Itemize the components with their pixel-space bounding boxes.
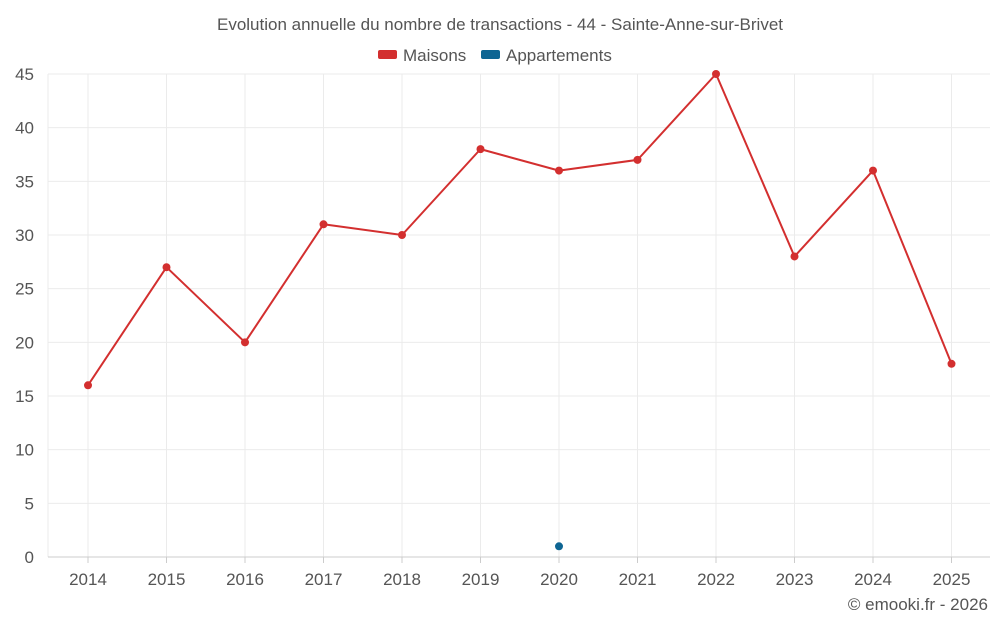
legend-label-appartements: Appartements bbox=[506, 46, 612, 65]
y-tick-label: 5 bbox=[25, 494, 34, 513]
legend-label-maisons: Maisons bbox=[403, 46, 466, 65]
y-tick-label: 40 bbox=[15, 119, 34, 138]
legend-item-maisons[interactable]: Maisons bbox=[378, 46, 466, 65]
x-tick-label: 2016 bbox=[226, 570, 264, 589]
y-tick-label: 25 bbox=[15, 280, 34, 299]
data-point-maisons-2015[interactable] bbox=[162, 263, 171, 272]
series-maisons bbox=[84, 70, 956, 390]
legend-item-appartements[interactable]: Appartements bbox=[481, 46, 612, 65]
series bbox=[84, 70, 956, 551]
x-tick-label: 2018 bbox=[383, 570, 421, 589]
y-tick-label: 10 bbox=[15, 441, 34, 460]
data-point-maisons-2016[interactable] bbox=[241, 338, 249, 347]
data-point-maisons-2025[interactable] bbox=[947, 359, 956, 368]
chart-title: Evolution annuelle du nombre de transact… bbox=[217, 15, 783, 34]
x-tick-label: 2022 bbox=[697, 570, 735, 589]
y-tick-label: 20 bbox=[15, 333, 34, 352]
series-line-maisons bbox=[87, 73, 953, 386]
y-tick-label: 45 bbox=[15, 65, 34, 84]
legend-swatch-maisons bbox=[378, 50, 397, 59]
y-tick-label: 35 bbox=[15, 172, 34, 191]
x-tick-label: 2020 bbox=[540, 570, 578, 589]
data-point-maisons-2022[interactable] bbox=[712, 70, 720, 78]
x-tick-label: 2019 bbox=[462, 570, 500, 589]
grid bbox=[48, 73, 990, 557]
data-point-maisons-2021[interactable] bbox=[633, 155, 642, 164]
x-tick-label: 2017 bbox=[305, 570, 343, 589]
x-tick-label: 2023 bbox=[776, 570, 814, 589]
x-tick-label: 2015 bbox=[148, 570, 186, 589]
y-tick-label: 15 bbox=[15, 387, 34, 406]
data-point-maisons-2018[interactable] bbox=[398, 231, 406, 239]
credit-text: © emooki.fr - 2026 bbox=[848, 595, 988, 614]
y-tick-label: 30 bbox=[15, 226, 34, 245]
data-point-maisons-2019[interactable] bbox=[476, 145, 485, 154]
x-tick-label: 2025 bbox=[933, 570, 971, 589]
data-point-maisons-2020[interactable] bbox=[555, 166, 563, 175]
data-point-appartements-2020[interactable] bbox=[555, 542, 563, 551]
legend: Maisons Appartements bbox=[378, 46, 612, 65]
x-tick-label: 2021 bbox=[619, 570, 657, 589]
x-tick-label: 2014 bbox=[69, 570, 107, 589]
data-point-maisons-2024[interactable] bbox=[869, 166, 877, 175]
data-point-maisons-2017[interactable] bbox=[319, 220, 328, 229]
data-point-maisons-2014[interactable] bbox=[84, 381, 92, 390]
y-tick-label: 0 bbox=[25, 548, 34, 567]
x-tick-label: 2024 bbox=[854, 570, 892, 589]
data-point-maisons-2023[interactable] bbox=[790, 252, 799, 261]
legend-swatch-appartements bbox=[481, 50, 500, 59]
series-appartements bbox=[555, 542, 563, 551]
